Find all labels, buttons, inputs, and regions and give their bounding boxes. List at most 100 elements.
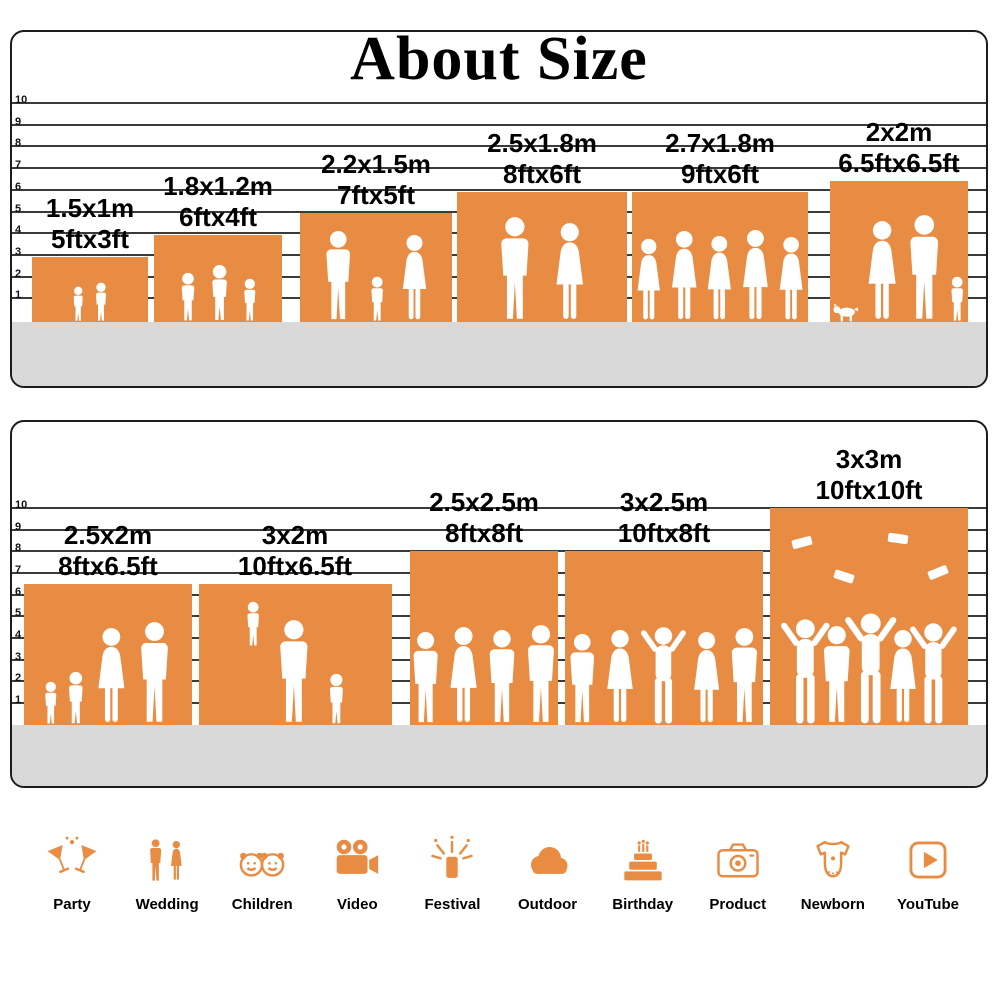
child-silhouette [93, 282, 109, 322]
lifted-child-silhouette [244, 601, 262, 647]
floor-strip [12, 322, 986, 386]
category-newborn: Newborn [789, 834, 877, 913]
man-silhouette [484, 629, 520, 725]
graduation-cap [927, 564, 949, 581]
size-metric: 1.8x1.2m [163, 171, 273, 201]
gridline [12, 124, 986, 126]
category-label: Newborn [800, 896, 865, 913]
size-metric: 2.5x1.8m [487, 128, 597, 158]
man-silhouette [522, 624, 558, 725]
size-feet: 7ftx5ft [336, 180, 415, 210]
child-silhouette [208, 264, 231, 322]
category-label: Outdoor [517, 896, 578, 913]
woman-silhouette [703, 235, 736, 322]
size-metric: 3x2.5m [619, 487, 709, 517]
festival-icon [431, 835, 474, 878]
youtube-icon [909, 841, 947, 879]
birthday-icon [623, 839, 662, 881]
gridline [12, 167, 986, 169]
woman-silhouette [738, 229, 773, 322]
video-icon [337, 839, 379, 874]
category-children: Children [218, 834, 306, 913]
category-youtube: YouTube [884, 834, 972, 913]
size-bar-6ftx4ft [154, 235, 282, 322]
gridline [12, 145, 986, 147]
axis-tick: 1 [15, 289, 22, 301]
category-label: Video [337, 896, 378, 913]
category-outdoor: Outdoor [504, 834, 592, 913]
man-silhouette [274, 619, 314, 725]
axis-tick: 9 [15, 521, 22, 533]
man-silhouette [904, 214, 945, 322]
size-metric: 2.7x1.8m [665, 128, 775, 158]
gridline [12, 189, 986, 191]
axis-tick: 6 [15, 181, 22, 193]
size-feet: 5ftx3ft [50, 224, 129, 254]
children-icon [239, 852, 285, 877]
child-silhouette [178, 272, 198, 322]
axis-tick: 4 [15, 629, 22, 641]
size-label: 2.2x1.5m 7ftx5ft [321, 149, 431, 211]
size-metric: 3x3m [835, 444, 903, 474]
size-bar-8ftx6ft [457, 192, 627, 322]
size-label: 2.5x2.5m 8ftx8ft [429, 487, 539, 549]
axis-tick: 10 [15, 499, 28, 511]
size-feet: 8ftx6.5ft [58, 551, 158, 581]
category-festival: Festival [408, 834, 496, 913]
man-silhouette [726, 627, 763, 725]
woman-silhouette [775, 236, 807, 322]
category-label: YouTube [897, 896, 959, 913]
party-icon [47, 836, 97, 874]
outdoor-icon [530, 847, 568, 874]
category-label: Wedding [135, 896, 199, 913]
child-silhouette [42, 681, 60, 725]
woman-silhouette [445, 626, 482, 725]
size-bar-10ftx10ft [770, 508, 968, 725]
size-label: 2x2m 6.5ftx6.5ft [838, 117, 959, 179]
category-label: Product [709, 896, 767, 913]
size-bar-10ftx6-5ft [199, 584, 392, 725]
axis-tick: 8 [15, 137, 22, 149]
size-metric: 3x2m [261, 520, 329, 550]
axis-tick: 2 [15, 268, 22, 280]
man-silhouette [135, 621, 174, 725]
child-silhouette [241, 278, 259, 322]
gridline [12, 550, 986, 552]
size-label: 2.5x1.8m 8ftx6ft [487, 128, 597, 190]
man-silhouette [321, 230, 356, 322]
child-silhouette [948, 276, 966, 322]
size-bar-6-5ftx6-5ft [830, 181, 968, 322]
size-label: 1.5x1m 5ftx3ft [46, 193, 134, 255]
graduation-cap [833, 569, 855, 584]
woman-silhouette [93, 627, 130, 725]
gridline [12, 529, 986, 531]
woman-silhouette [863, 220, 901, 322]
axis-tick: 4 [15, 224, 22, 236]
category-product: Product [694, 834, 782, 913]
woman-silhouette [602, 629, 638, 725]
floor-strip [12, 725, 986, 786]
size-feet: 8ftx8ft [444, 518, 523, 548]
size-metric: 2x2m [865, 117, 933, 147]
category-video: Video [313, 834, 401, 913]
size-label: 3x2m 10ftx6.5ft [238, 520, 352, 582]
wedding-icon [150, 839, 182, 881]
size-metric: 2.5x2.5m [429, 487, 539, 517]
size-panel-top: About Size 10 9 8 7 6 5 4 3 2 1 1.5x1m 5… [10, 30, 988, 388]
bride-silhouette [551, 222, 589, 322]
category-label: Party [53, 896, 91, 913]
gridline [12, 102, 986, 104]
size-label: 3x2.5m 10ftx8ft [618, 487, 710, 549]
size-bar-5ftx3ft [32, 257, 148, 322]
graduation-cap [887, 532, 909, 545]
category-label: Festival [424, 896, 481, 913]
size-bar-8ftx8ft [410, 551, 558, 725]
size-feet: 8ftx6ft [502, 159, 581, 189]
axis-tick: 9 [15, 116, 22, 128]
product-icon [717, 843, 759, 878]
man-silhouette [410, 631, 443, 725]
size-label: 2.7x1.8m 9ftx6ft [665, 128, 775, 190]
size-metric: 2.5x2m [63, 520, 153, 550]
size-bar-7ftx5ft [300, 213, 452, 322]
axis-tick: 2 [15, 672, 22, 684]
